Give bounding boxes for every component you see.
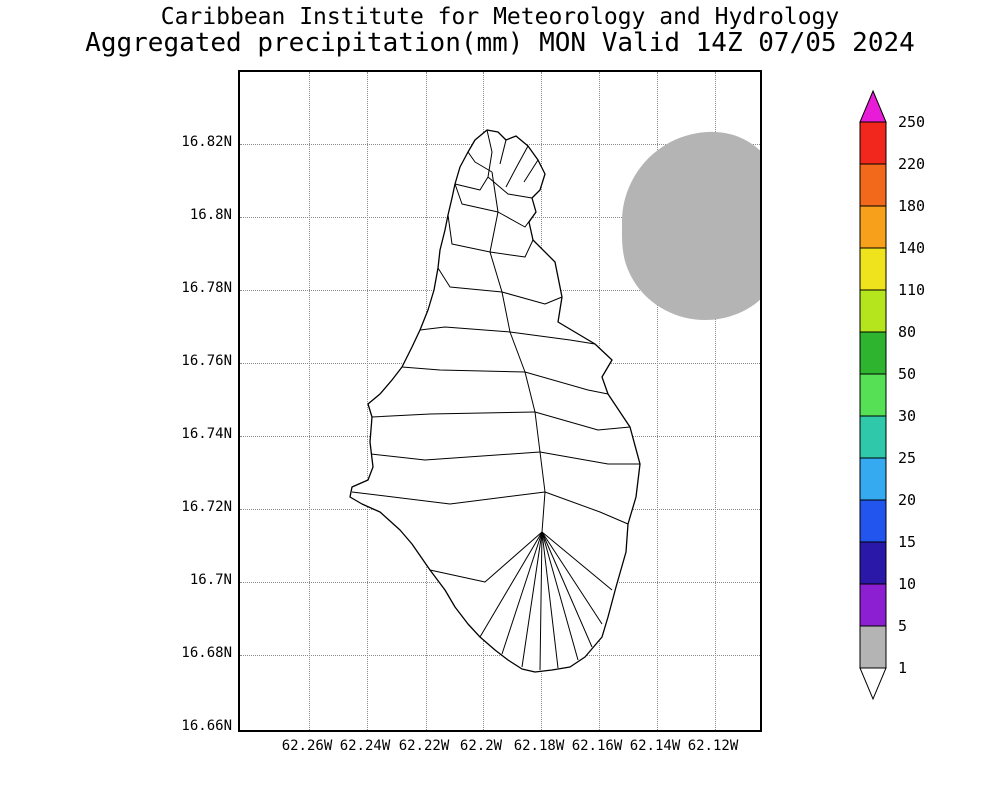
lat-tick-label: 16.76N	[181, 353, 232, 369]
latitude-gridline	[240, 655, 760, 656]
map-canvas	[349, 129, 760, 673]
colorbar-tick-label: 1	[898, 659, 907, 677]
lon-tick-label: 62.2W	[459, 738, 503, 754]
colorbar-segment	[859, 415, 887, 459]
colorbar-tick-label: 110	[898, 281, 925, 299]
longitude-gridline	[367, 72, 368, 730]
colorbar-segment	[859, 163, 887, 207]
colorbar-segment	[859, 289, 887, 333]
chart-subtitle: Aggregated precipitation(mm) MON Valid 1…	[85, 28, 915, 58]
colorbar-segment	[859, 583, 887, 627]
colorbar-below-arrow	[859, 667, 887, 701]
lon-tick-label: 62.12W	[687, 738, 739, 754]
colorbar-tick-label: 220	[898, 155, 925, 173]
lat-tick-label: 16.8N	[189, 207, 232, 223]
lon-tick-label: 62.26W	[281, 738, 333, 754]
longitude-gridline	[715, 72, 716, 730]
longitude-gridline	[309, 72, 310, 730]
colorbar-tick-label: 180	[898, 197, 925, 215]
longitude-gridline	[657, 72, 658, 730]
lat-tick-label: 16.74N	[181, 426, 232, 442]
colorbar-above-arrow	[859, 89, 887, 123]
lon-tick-label: 62.18W	[513, 738, 565, 754]
page-title: Caribbean Institute for Meteorology and …	[160, 4, 840, 30]
lat-tick-label: 16.68N	[181, 645, 232, 661]
map-plot-area	[238, 70, 762, 732]
lat-tick-label: 16.66N	[181, 718, 232, 734]
lat-tick-label: 16.7N	[189, 572, 232, 588]
colorbar: 250 220 180 140 110 80 50 30 25 20 15 10…	[859, 89, 925, 701]
lon-tick-label: 62.16W	[571, 738, 623, 754]
colorbar-segment	[859, 499, 887, 543]
lat-tick-label: 16.82N	[181, 134, 232, 150]
colorbar-segment	[859, 457, 887, 501]
lon-tick-label: 62.14W	[629, 738, 681, 754]
colorbar-tick-label: 10	[898, 575, 916, 593]
precip-region-1-5mm	[621, 131, 760, 320]
colorbar-tick-label: 50	[898, 365, 916, 383]
colorbar-tick-label: 250	[898, 113, 925, 131]
lat-tick-label: 16.78N	[181, 280, 232, 296]
colorbar-segment	[859, 331, 887, 375]
colorbar-segment	[859, 121, 887, 165]
colorbar-tick-label: 80	[898, 323, 916, 341]
colorbar-tick-label: 15	[898, 533, 916, 551]
colorbar-tick-label: 5	[898, 617, 907, 635]
colorbar-segment	[859, 247, 887, 291]
colorbar-segment	[859, 625, 887, 669]
lon-tick-label: 62.22W	[398, 738, 450, 754]
colorbar-segment	[859, 373, 887, 417]
lon-tick-label: 62.24W	[339, 738, 391, 754]
watershed-boundaries	[351, 129, 640, 671]
lat-tick-label: 16.72N	[181, 499, 232, 515]
colorbar-tick-label: 140	[898, 239, 925, 257]
colorbar-segment	[859, 541, 887, 585]
colorbar-tick-label: 30	[898, 407, 916, 425]
colorbar-segment	[859, 205, 887, 249]
colorbar-tick-label: 20	[898, 491, 916, 509]
colorbar-tick-label: 25	[898, 449, 916, 467]
